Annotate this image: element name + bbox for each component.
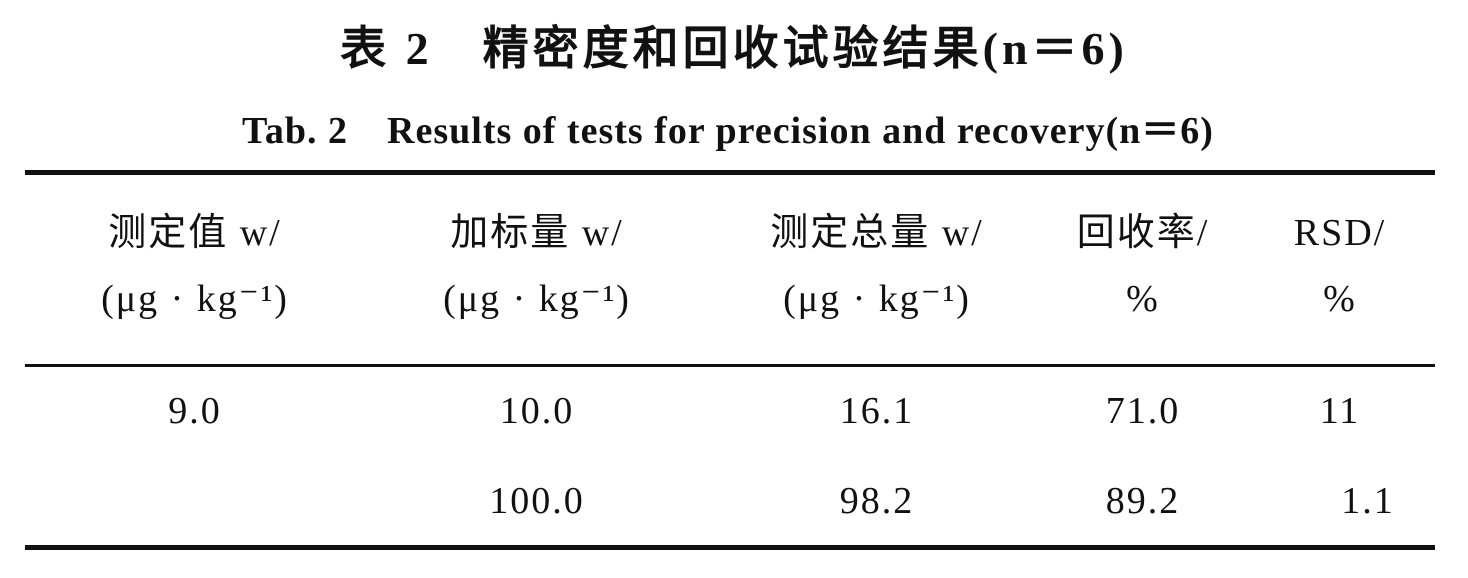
column-header: 加标量 w/ <box>450 212 624 254</box>
column-header: 回收率/ <box>1076 212 1210 254</box>
column-header: % <box>1323 278 1357 320</box>
top-rule <box>25 170 1435 175</box>
table-cell: 100.0 <box>489 480 585 522</box>
table-cell: 9.0 <box>168 390 222 432</box>
column-header: RSD/ <box>1293 212 1387 254</box>
column-header: 测定总量 w/ <box>770 212 984 254</box>
table-cell: 16.1 <box>839 390 915 432</box>
title-en: Tab. 2 Results of tests for precision an… <box>242 110 1214 152</box>
column-header: (μg · kg⁻¹) <box>783 278 971 320</box>
table-cell: 11 <box>1319 390 1361 432</box>
title-cn: 表 2 精密度和回收试验结果(n＝6) <box>340 23 1128 74</box>
table-cell: 71.0 <box>1105 390 1181 432</box>
column-header: 测定值 w/ <box>108 212 282 254</box>
table-cell: 89.2 <box>1105 480 1181 522</box>
table-cell: 98.2 <box>839 480 915 522</box>
table-cell: 10.0 <box>499 390 575 432</box>
column-header: % <box>1126 278 1160 320</box>
column-header: (μg · kg⁻¹) <box>101 278 289 320</box>
table-cell: 1.1 <box>1341 480 1395 522</box>
column-header: (μg · kg⁻¹) <box>443 278 631 320</box>
mid-rule <box>25 364 1435 367</box>
bottom-rule <box>25 545 1435 550</box>
